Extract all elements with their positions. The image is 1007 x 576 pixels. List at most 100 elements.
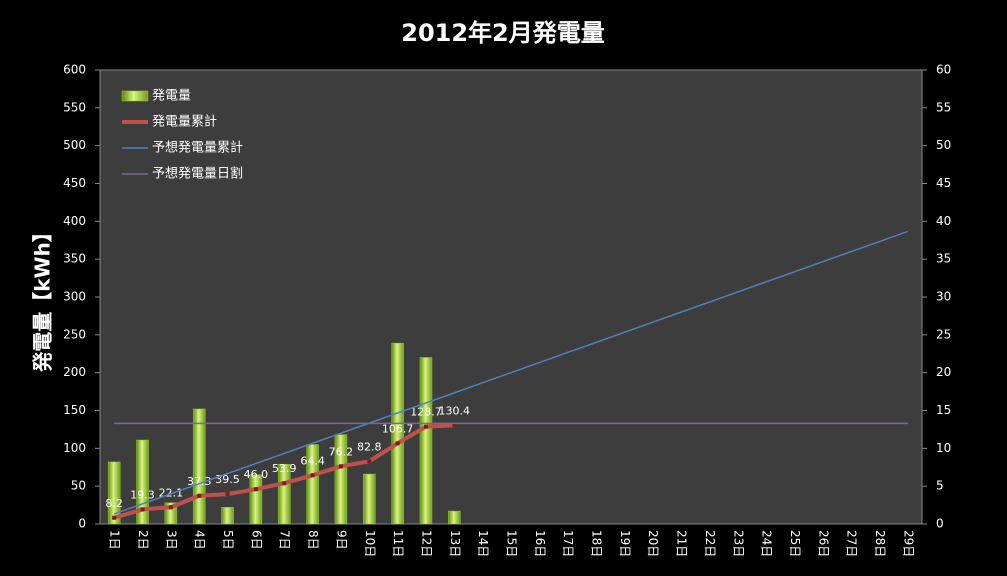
y-tick-label: 500 xyxy=(63,138,86,152)
x-tick-label: 8日 xyxy=(306,530,320,550)
bar xyxy=(391,342,404,525)
data-label: 19.3 xyxy=(130,488,155,501)
x-tick-label: 13日 xyxy=(448,530,462,557)
y2-tick-label: 35 xyxy=(936,252,951,266)
bar xyxy=(306,444,319,525)
x-tick-label: 26日 xyxy=(816,530,830,557)
y-tick-label: 400 xyxy=(63,214,86,228)
bar xyxy=(419,357,433,525)
marker xyxy=(452,423,457,428)
x-tick-label: 14日 xyxy=(476,530,490,557)
data-label: 39.5 xyxy=(215,473,240,486)
x-tick-label: 25日 xyxy=(788,530,802,557)
bar xyxy=(249,474,263,525)
data-label: 8.2 xyxy=(105,497,123,510)
bar xyxy=(448,510,461,525)
marker xyxy=(140,507,145,512)
marker xyxy=(197,493,202,498)
data-label: 106.7 xyxy=(382,422,414,435)
data-label: 82.8 xyxy=(357,440,382,453)
x-tick-label: 7日 xyxy=(278,530,292,550)
y-tick-label: 600 xyxy=(63,63,86,77)
x-tick-label: 15日 xyxy=(505,530,519,557)
y2-tick-label: 60 xyxy=(936,63,951,77)
x-tick-label: 11日 xyxy=(391,530,405,557)
y2-tick-label: 45 xyxy=(936,176,951,190)
y-tick-label: 100 xyxy=(63,441,86,455)
marker xyxy=(338,464,343,469)
y2-tick-label: 40 xyxy=(936,214,951,228)
y-tick-label: 150 xyxy=(63,403,86,417)
legend-label: 発電量累計 xyxy=(152,114,217,130)
x-tick-label: 4日 xyxy=(193,530,207,550)
x-tick-label: 12日 xyxy=(419,530,433,557)
x-tick-label: 9日 xyxy=(334,530,348,550)
x-tick-label: 22日 xyxy=(703,530,717,557)
x-tick-label: 28日 xyxy=(873,530,887,557)
data-label: 46.0 xyxy=(244,468,269,481)
legend-label: 予想発電量日割 xyxy=(152,166,243,182)
bar xyxy=(334,434,348,525)
marker xyxy=(225,492,230,497)
data-label: 128.7 xyxy=(410,406,442,419)
x-tick-label: 17日 xyxy=(561,530,575,557)
y-axis-label: 発電量【kWh】 xyxy=(31,222,55,373)
y2-tick-label: 50 xyxy=(936,138,951,152)
y2-tick-label: 55 xyxy=(936,100,951,114)
marker xyxy=(395,441,400,446)
y-tick-label: 0 xyxy=(78,517,86,531)
y-tick-label: 200 xyxy=(63,365,86,379)
chart-title: 2012年2月発電量 xyxy=(401,19,605,47)
y2-tick-label: 5 xyxy=(936,479,944,493)
legend-label: 発電量 xyxy=(152,89,191,104)
x-tick-label: 2日 xyxy=(136,530,150,550)
x-tick-label: 20日 xyxy=(646,530,660,557)
bar xyxy=(107,461,121,525)
y2-tick-label: 10 xyxy=(936,441,951,455)
x-tick-label: 19日 xyxy=(618,530,632,557)
x-tick-label: 3日 xyxy=(164,530,178,550)
data-label: 37.3 xyxy=(187,475,212,488)
marker xyxy=(282,481,287,486)
x-tick-label: 24日 xyxy=(760,530,774,557)
bar xyxy=(277,463,291,525)
x-tick-label: 5日 xyxy=(221,530,235,550)
data-label: 64.4 xyxy=(300,454,325,467)
y-tick-label: 350 xyxy=(63,252,86,266)
y-tick-label: 250 xyxy=(63,327,86,341)
x-tick-label: 10日 xyxy=(363,530,377,557)
x-tick-label: 1日 xyxy=(108,530,122,550)
marker xyxy=(112,515,117,520)
data-label: 130.4 xyxy=(439,404,471,417)
y2-tick-label: 25 xyxy=(936,327,951,341)
y2-tick-label: 15 xyxy=(936,403,951,417)
marker xyxy=(168,505,173,510)
bar xyxy=(221,507,234,525)
x-tick-label: 18日 xyxy=(590,530,604,557)
x-tick-label: 21日 xyxy=(675,530,689,557)
legend-swatch xyxy=(121,90,149,102)
marker xyxy=(367,459,372,464)
bar xyxy=(192,408,206,525)
x-tick-label: 16日 xyxy=(533,530,547,557)
marker xyxy=(253,487,258,492)
x-tick-label: 6日 xyxy=(249,530,263,550)
y2-tick-label: 0 xyxy=(936,517,944,531)
y-tick-label: 300 xyxy=(63,290,86,304)
y-tick-label: 550 xyxy=(63,100,86,114)
y-tick-label: 50 xyxy=(71,479,86,493)
y2-tick-label: 20 xyxy=(936,365,951,379)
x-tick-label: 23日 xyxy=(731,530,745,557)
legend-label: 予想発電量累計 xyxy=(152,140,243,156)
marker xyxy=(423,424,428,429)
marker xyxy=(310,473,315,478)
data-label: 76.2 xyxy=(329,445,354,458)
bar xyxy=(363,473,376,525)
line xyxy=(113,230,909,515)
x-tick-label: 29日 xyxy=(901,530,915,557)
y-tick-label: 450 xyxy=(63,176,86,190)
x-tick-label: 27日 xyxy=(845,530,859,557)
y2-tick-label: 30 xyxy=(936,290,951,304)
data-label: 53.9 xyxy=(272,462,297,475)
